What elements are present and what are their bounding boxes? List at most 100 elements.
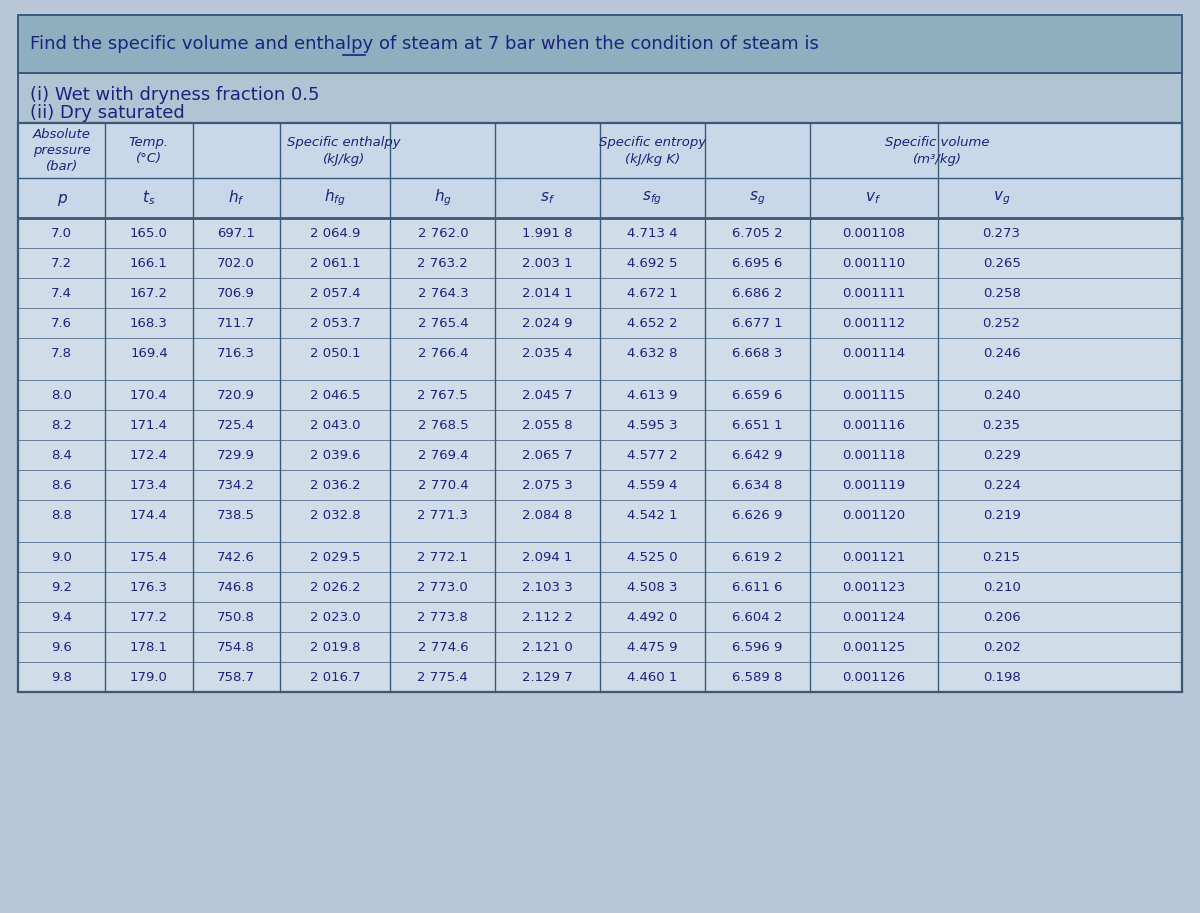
Text: 2 019.8: 2 019.8 bbox=[310, 641, 360, 654]
Text: 178.1: 178.1 bbox=[130, 641, 168, 654]
Text: 0.001111: 0.001111 bbox=[842, 287, 905, 299]
Text: 729.9: 729.9 bbox=[217, 448, 256, 461]
Text: 9.8: 9.8 bbox=[52, 670, 72, 684]
Text: h$_{fg}$: h$_{fg}$ bbox=[324, 188, 346, 208]
Text: 4.492 0: 4.492 0 bbox=[628, 611, 678, 624]
Text: 8.0: 8.0 bbox=[52, 389, 72, 402]
Text: 2 764.3: 2 764.3 bbox=[418, 287, 468, 299]
Text: 4.652 2: 4.652 2 bbox=[628, 317, 678, 330]
Text: 2 770.4: 2 770.4 bbox=[418, 478, 468, 491]
Text: 6.651 1: 6.651 1 bbox=[732, 418, 782, 432]
Text: 2 763.2: 2 763.2 bbox=[418, 257, 468, 269]
Text: 6.668 3: 6.668 3 bbox=[732, 347, 782, 360]
Text: 167.2: 167.2 bbox=[130, 287, 168, 299]
Text: 8.4: 8.4 bbox=[52, 448, 72, 461]
Text: 2 057.4: 2 057.4 bbox=[310, 287, 360, 299]
Text: 2 050.1: 2 050.1 bbox=[310, 347, 360, 360]
Text: 177.2: 177.2 bbox=[130, 611, 168, 624]
Text: 711.7: 711.7 bbox=[217, 317, 256, 330]
Text: 2.014 1: 2.014 1 bbox=[522, 287, 572, 299]
Text: 2 771.3: 2 771.3 bbox=[418, 509, 468, 521]
Text: 750.8: 750.8 bbox=[217, 611, 256, 624]
Text: 697.1: 697.1 bbox=[217, 226, 256, 239]
Text: 4.713 4: 4.713 4 bbox=[628, 226, 678, 239]
Text: 738.5: 738.5 bbox=[217, 509, 256, 521]
Text: 2 026.2: 2 026.2 bbox=[310, 581, 360, 593]
Text: 0.273: 0.273 bbox=[983, 226, 1020, 239]
Text: 6.695 6: 6.695 6 bbox=[732, 257, 782, 269]
Text: 9.6: 9.6 bbox=[52, 641, 72, 654]
Text: 2 773.0: 2 773.0 bbox=[418, 581, 468, 593]
Text: 4.613 9: 4.613 9 bbox=[628, 389, 678, 402]
Text: 4.525 0: 4.525 0 bbox=[628, 551, 678, 563]
Text: 4.692 5: 4.692 5 bbox=[628, 257, 678, 269]
Text: 2.003 1: 2.003 1 bbox=[522, 257, 572, 269]
Text: 0.198: 0.198 bbox=[983, 670, 1020, 684]
Text: 742.6: 742.6 bbox=[217, 551, 256, 563]
Text: 2 767.5: 2 767.5 bbox=[418, 389, 468, 402]
Text: 6.596 9: 6.596 9 bbox=[732, 641, 782, 654]
Text: 754.8: 754.8 bbox=[217, 641, 256, 654]
Text: 2 774.6: 2 774.6 bbox=[418, 641, 468, 654]
Text: 2 762.0: 2 762.0 bbox=[418, 226, 468, 239]
Text: Specific enthalpy
(kJ/kg): Specific enthalpy (kJ/kg) bbox=[287, 135, 401, 165]
Text: h$_g$: h$_g$ bbox=[433, 188, 452, 208]
Text: 6.686 2: 6.686 2 bbox=[732, 287, 782, 299]
Text: 9.0: 9.0 bbox=[52, 551, 72, 563]
FancyBboxPatch shape bbox=[18, 123, 1182, 692]
Text: 4.475 9: 4.475 9 bbox=[628, 641, 678, 654]
Text: 0.001123: 0.001123 bbox=[842, 581, 905, 593]
Text: Temp.
(°C): Temp. (°C) bbox=[128, 136, 169, 165]
Text: 0.001119: 0.001119 bbox=[842, 478, 905, 491]
Text: 6.589 8: 6.589 8 bbox=[732, 670, 782, 684]
Text: 179.0: 179.0 bbox=[130, 670, 168, 684]
Text: 0.001112: 0.001112 bbox=[842, 317, 905, 330]
Text: 170.4: 170.4 bbox=[130, 389, 168, 402]
Text: 2 046.5: 2 046.5 bbox=[310, 389, 360, 402]
Text: 0.210: 0.210 bbox=[983, 581, 1020, 593]
Text: 2.024 9: 2.024 9 bbox=[522, 317, 572, 330]
Text: 734.2: 734.2 bbox=[217, 478, 256, 491]
Text: 0.001108: 0.001108 bbox=[842, 226, 905, 239]
Text: 2 768.5: 2 768.5 bbox=[418, 418, 468, 432]
Text: (i) Wet with dryness fraction 0.5: (i) Wet with dryness fraction 0.5 bbox=[30, 86, 319, 104]
Text: 4.460 1: 4.460 1 bbox=[628, 670, 678, 684]
Text: 0.001116: 0.001116 bbox=[842, 418, 905, 432]
Text: 0.229: 0.229 bbox=[983, 448, 1020, 461]
Text: 2.055 8: 2.055 8 bbox=[522, 418, 572, 432]
Text: v$_f$: v$_f$ bbox=[865, 190, 882, 205]
Text: 0.252: 0.252 bbox=[983, 317, 1020, 330]
Text: 173.4: 173.4 bbox=[130, 478, 168, 491]
Text: 2 772.1: 2 772.1 bbox=[418, 551, 468, 563]
Text: 175.4: 175.4 bbox=[130, 551, 168, 563]
Text: 0.001125: 0.001125 bbox=[842, 641, 905, 654]
Text: 0.258: 0.258 bbox=[983, 287, 1020, 299]
Text: 2.075 3: 2.075 3 bbox=[522, 478, 572, 491]
Text: 2 029.5: 2 029.5 bbox=[310, 551, 360, 563]
Text: 720.9: 720.9 bbox=[217, 389, 256, 402]
Text: 0.001124: 0.001124 bbox=[842, 611, 905, 624]
FancyBboxPatch shape bbox=[18, 15, 1182, 73]
Text: 168.3: 168.3 bbox=[130, 317, 168, 330]
Text: 2 775.4: 2 775.4 bbox=[418, 670, 468, 684]
Text: 4.577 2: 4.577 2 bbox=[628, 448, 678, 461]
Text: 9.4: 9.4 bbox=[52, 611, 72, 624]
Text: 4.508 3: 4.508 3 bbox=[628, 581, 678, 593]
Text: v$_g$: v$_g$ bbox=[992, 189, 1010, 207]
Text: 2 064.9: 2 064.9 bbox=[310, 226, 360, 239]
FancyBboxPatch shape bbox=[18, 178, 1182, 218]
Text: 6.705 2: 6.705 2 bbox=[732, 226, 782, 239]
Text: 746.8: 746.8 bbox=[217, 581, 256, 593]
Text: (ii) Dry saturated: (ii) Dry saturated bbox=[30, 104, 185, 122]
Text: 6.634 8: 6.634 8 bbox=[732, 478, 782, 491]
Text: 2.084 8: 2.084 8 bbox=[522, 509, 572, 521]
Text: 6.642 9: 6.642 9 bbox=[732, 448, 782, 461]
Text: Specific entropy
(kJ/kg K): Specific entropy (kJ/kg K) bbox=[599, 135, 706, 165]
Text: 2.129 7: 2.129 7 bbox=[522, 670, 572, 684]
Text: 0.001110: 0.001110 bbox=[842, 257, 905, 269]
Text: 706.9: 706.9 bbox=[217, 287, 256, 299]
Text: 165.0: 165.0 bbox=[130, 226, 168, 239]
Text: 0.240: 0.240 bbox=[983, 389, 1020, 402]
Text: 176.3: 176.3 bbox=[130, 581, 168, 593]
Text: 2.094 1: 2.094 1 bbox=[522, 551, 572, 563]
